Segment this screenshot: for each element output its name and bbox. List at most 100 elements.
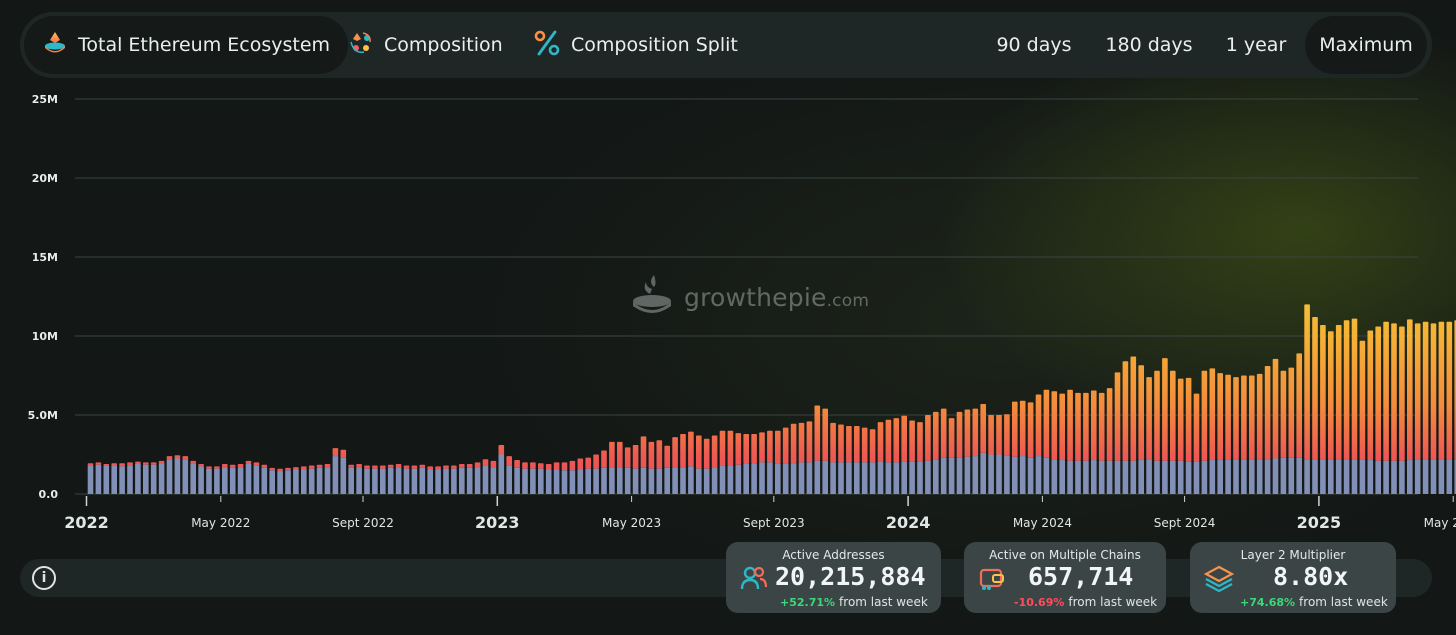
bar-segment-mainnet bbox=[269, 470, 275, 494]
tab-label: Composition bbox=[384, 34, 503, 56]
bar-segment-mainnet bbox=[972, 456, 979, 494]
metric-value: 8.80x bbox=[1273, 562, 1349, 591]
bar-segment-layer2 bbox=[316, 464, 323, 468]
bar-segment-mainnet bbox=[917, 461, 923, 494]
bar-segment-layer2 bbox=[1162, 358, 1168, 461]
bar-week bbox=[332, 448, 339, 494]
bar-week bbox=[435, 466, 441, 494]
bar-week bbox=[482, 459, 489, 494]
metric-value: 657,714 bbox=[1028, 562, 1134, 591]
bar-segment-layer2 bbox=[545, 463, 552, 470]
range-180-days[interactable]: 180 days bbox=[1094, 16, 1204, 74]
bar-segment-layer2 bbox=[956, 411, 963, 458]
bar-segment-layer2 bbox=[1012, 401, 1018, 457]
bar-week bbox=[253, 462, 260, 494]
bar-week bbox=[1091, 390, 1097, 494]
bar-week bbox=[775, 430, 781, 494]
bar-week bbox=[1122, 361, 1129, 494]
bar-segment-mainnet bbox=[751, 463, 757, 494]
metric-value: 20,215,884 bbox=[775, 562, 926, 591]
bar-segment-layer2 bbox=[1391, 323, 1397, 461]
bar-segment-layer2 bbox=[703, 438, 710, 469]
bar-week bbox=[553, 462, 560, 494]
bar-segment-mainnet bbox=[1383, 460, 1389, 494]
bar-week bbox=[395, 463, 402, 494]
bar-segment-layer2 bbox=[846, 426, 852, 463]
bar-segment-layer2 bbox=[735, 433, 742, 465]
bar-segment-layer2 bbox=[474, 462, 481, 468]
x-tick-label: May 2023 bbox=[602, 516, 661, 530]
bar-segment-mainnet bbox=[301, 469, 307, 494]
bar-segment-mainnet bbox=[1304, 459, 1310, 494]
percent-icon bbox=[533, 29, 561, 62]
bar-segment-mainnet bbox=[822, 460, 828, 494]
bar-week bbox=[182, 456, 189, 494]
bar-segment-layer2 bbox=[411, 465, 418, 469]
bar-segment-layer2 bbox=[964, 409, 971, 457]
bar-segment-layer2 bbox=[1154, 370, 1160, 461]
bar-segment-mainnet bbox=[1027, 457, 1034, 494]
bar-segment-mainnet bbox=[103, 465, 110, 494]
bar-week bbox=[364, 465, 370, 494]
bar-segment-mainnet bbox=[506, 465, 512, 494]
bar-segment-layer2 bbox=[1185, 377, 1192, 462]
bar-segment-layer2 bbox=[332, 448, 339, 457]
bar-segment-mainnet bbox=[1130, 460, 1137, 494]
bar-segment-layer2 bbox=[103, 463, 110, 466]
bar-week bbox=[261, 464, 268, 494]
bar-segment-mainnet bbox=[1004, 455, 1010, 494]
bar-segment-mainnet bbox=[1019, 456, 1026, 494]
bar-segment-mainnet bbox=[1288, 457, 1295, 494]
bar-segment-mainnet bbox=[182, 459, 189, 494]
bar-week bbox=[514, 460, 520, 494]
bar-week bbox=[111, 463, 117, 494]
bar-week bbox=[443, 465, 449, 494]
bar-segment-layer2 bbox=[696, 435, 702, 469]
bar-segment-mainnet bbox=[1438, 459, 1445, 494]
x-tick-label: 2022 bbox=[64, 513, 109, 532]
tab-composition[interactable]: Composition bbox=[330, 16, 521, 74]
bar-segment-mainnet bbox=[1098, 460, 1105, 494]
bar-segment-layer2 bbox=[222, 463, 228, 468]
bar-segment-layer2 bbox=[601, 450, 607, 468]
range-1-year[interactable]: 1 year bbox=[1214, 16, 1298, 74]
bar-week bbox=[229, 464, 236, 494]
range-maximum[interactable]: Maximum bbox=[1305, 16, 1427, 74]
bar-segment-layer2 bbox=[806, 421, 813, 463]
bar-segment-mainnet bbox=[703, 468, 710, 494]
bar-week bbox=[688, 431, 694, 494]
bar-segment-layer2 bbox=[1383, 321, 1389, 461]
tab-total-ethereum-ecosystem[interactable]: Total Ethereum Ecosystem bbox=[24, 16, 349, 74]
bar-segment-layer2 bbox=[909, 420, 915, 462]
x-tick-label: May 2024 bbox=[1013, 516, 1072, 530]
bar-segment-layer2 bbox=[648, 441, 655, 469]
bar-segment-layer2 bbox=[182, 456, 189, 460]
bar-segment-layer2 bbox=[245, 460, 252, 464]
bar-segment-mainnet bbox=[1446, 459, 1453, 494]
bar-week bbox=[948, 418, 955, 494]
bar-week bbox=[1304, 304, 1310, 494]
bar-segment-mainnet bbox=[174, 458, 181, 494]
bar-week bbox=[664, 445, 670, 494]
bar-week bbox=[830, 422, 836, 494]
bar-segment-layer2 bbox=[253, 462, 260, 466]
bar-segment-mainnet bbox=[1146, 459, 1152, 494]
bar-segment-layer2 bbox=[1114, 372, 1121, 461]
bar-week bbox=[1217, 373, 1223, 494]
bar-week bbox=[593, 454, 599, 494]
bar-segment-mainnet bbox=[956, 457, 963, 494]
bar-segment-mainnet bbox=[1351, 459, 1358, 494]
y-tick-label: 20M bbox=[32, 172, 58, 185]
bar-week bbox=[648, 441, 655, 494]
bar-week bbox=[348, 464, 354, 494]
tab-label: Total Ethereum Ecosystem bbox=[78, 34, 331, 56]
bar-segment-mainnet bbox=[624, 467, 631, 494]
bar-segment-mainnet bbox=[1075, 460, 1081, 494]
bar-segment-mainnet bbox=[395, 467, 402, 494]
tab-composition-split[interactable]: Composition Split bbox=[515, 16, 756, 74]
range-90-days[interactable]: 90 days bbox=[984, 16, 1084, 74]
info-icon[interactable]: i bbox=[32, 566, 56, 590]
metric-title: Active Addresses bbox=[782, 548, 885, 562]
bar-segment-mainnet bbox=[1328, 459, 1334, 494]
bar-week bbox=[498, 445, 505, 494]
